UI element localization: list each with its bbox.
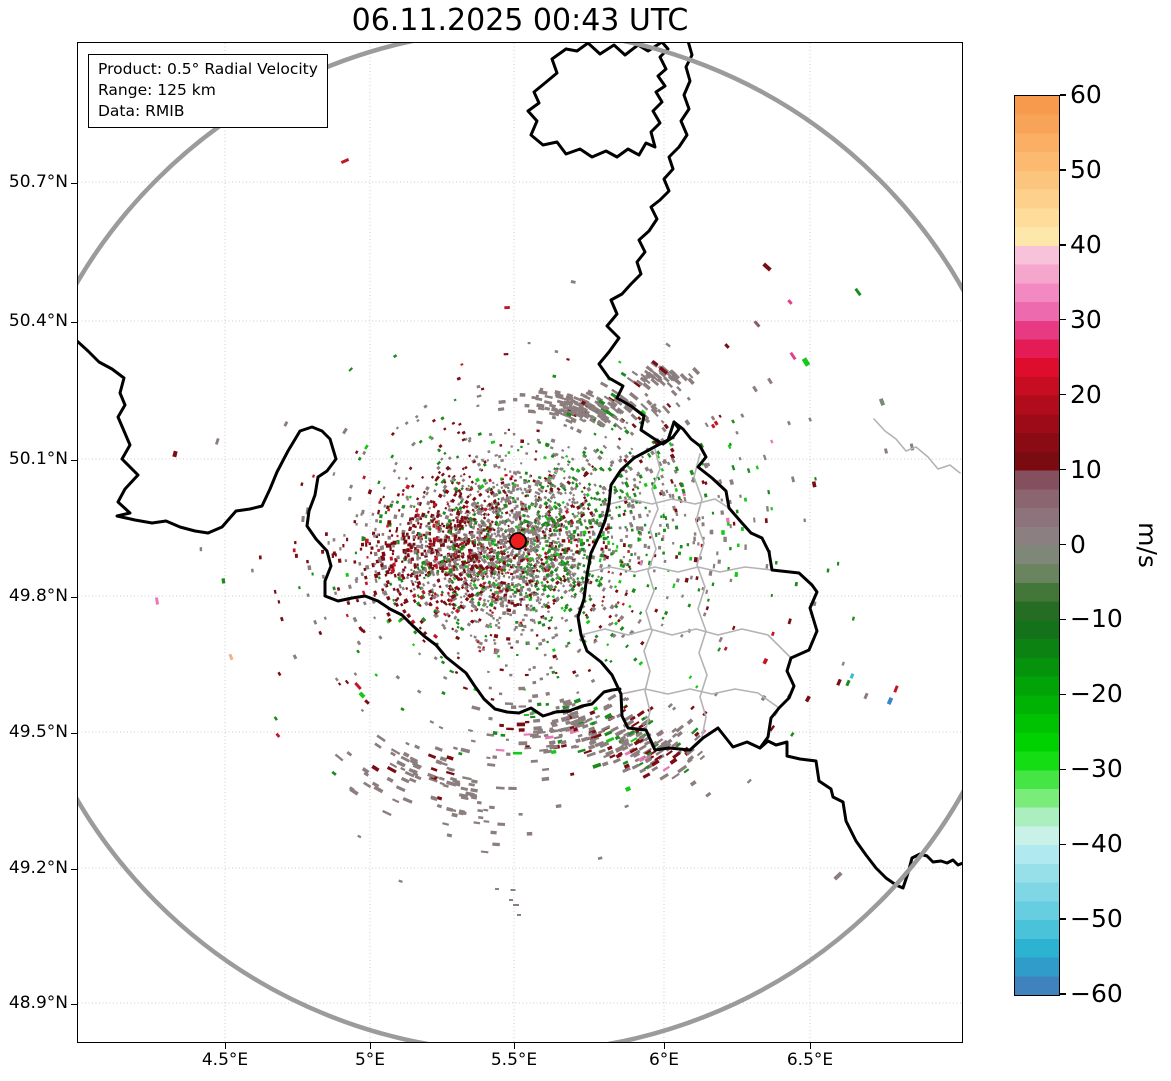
colorbar-tick-label: 30 [1070,304,1102,334]
colorbar-tick-label: −20 [1070,679,1123,709]
radar-echo-field [154,157,915,917]
plot-title: 06.11.2025 00:43 UTC [351,3,689,38]
colorbar-tick-mark [1060,843,1066,845]
info-data-line: Data: RMIB [98,101,185,120]
product-info-box: Product: 0.5° Radial Velocity Range: 125… [88,54,328,129]
x-tick-mark [663,1043,665,1049]
y-tick-mark [71,1003,77,1005]
x-tick-label: 6°E [648,1050,680,1070]
x-tick-label: 4.5°E [201,1050,249,1070]
y-tick-mark [71,732,77,734]
x-tick-label: 5.5°E [490,1050,538,1070]
colorbar [1014,95,1060,996]
y-tick-mark [71,596,77,598]
colorbar-tick-label: −60 [1070,979,1123,1008]
national-borders [78,43,962,890]
colorbar-tick-label: −40 [1070,829,1123,859]
y-tick-label: 49.5°N [8,722,68,742]
colorbar-tick-label: −10 [1070,604,1123,634]
y-tick-mark [71,182,77,184]
colorbar-tick-mark [1060,993,1066,995]
colorbar-tick-label: −30 [1070,754,1123,784]
y-tick-label: 49.8°N [8,586,68,606]
colorbar-tick-label: 10 [1070,454,1102,484]
y-tick-label: 50.7°N [8,172,68,192]
y-tick-label: 50.4°N [8,311,68,331]
radar-map-canvas [78,43,962,1042]
colorbar-tick-mark [1060,693,1066,696]
colorbar-tick-mark [1060,244,1066,246]
x-tick-mark [369,1043,371,1049]
map-plot-area: Product: 0.5° Radial Velocity Range: 125… [77,42,963,1043]
colorbar-tick-label: 0 [1070,529,1086,559]
x-tick-mark [224,1043,226,1049]
province-borders [580,418,961,738]
y-tick-mark [71,868,77,870]
colorbar-tick-mark [1060,618,1066,621]
colorbar-tick-mark [1060,543,1066,546]
y-tick-label: 49.2°N [8,858,68,878]
colorbar-tick-mark [1060,768,1066,770]
x-tick-mark [513,1043,515,1049]
y-tick-label: 48.9°N [8,993,68,1013]
colorbar-tick-mark [1060,394,1066,396]
colorbar-tick-label: 40 [1070,229,1102,259]
colorbar-tick-mark [1060,468,1066,471]
radar-site-marker [509,532,527,550]
colorbar-tick-mark [1060,169,1066,171]
x-tick-mark [809,1043,811,1049]
info-product-line: Product: 0.5° Radial Velocity [98,60,318,78]
y-tick-label: 50.1°N [8,449,68,469]
colorbar-tick-label: 20 [1070,379,1102,409]
colorbar-tick-mark [1060,94,1066,96]
colorbar-unit-label: m/s [1133,522,1162,568]
x-tick-label: 5°E [354,1050,386,1070]
colorbar-tick-mark [1060,319,1066,321]
colorbar-tick-mark [1060,918,1066,920]
colorbar-tick-label: 60 [1070,80,1102,109]
colorbar-tick-label: −50 [1070,904,1123,934]
info-range-line: Range: 125 km [98,80,216,99]
colorbar-tick-label: 50 [1070,154,1102,184]
y-tick-mark [71,321,77,323]
x-tick-label: 6.5°E [786,1050,834,1070]
y-tick-mark [71,459,77,461]
